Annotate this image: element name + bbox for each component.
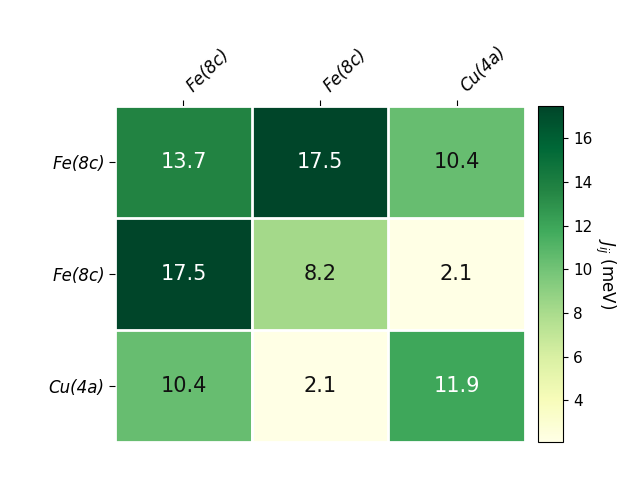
Text: 13.7: 13.7 [160,152,207,172]
Text: 2.1: 2.1 [303,376,337,396]
Y-axis label: $J_{ij}$ (meV): $J_{ij}$ (meV) [593,238,618,309]
Text: 17.5: 17.5 [297,152,343,172]
Text: 8.2: 8.2 [303,264,337,284]
Text: 17.5: 17.5 [160,264,207,284]
Text: 2.1: 2.1 [440,264,473,284]
Text: 11.9: 11.9 [433,376,480,396]
Text: 10.4: 10.4 [433,152,480,172]
Text: 10.4: 10.4 [160,376,207,396]
